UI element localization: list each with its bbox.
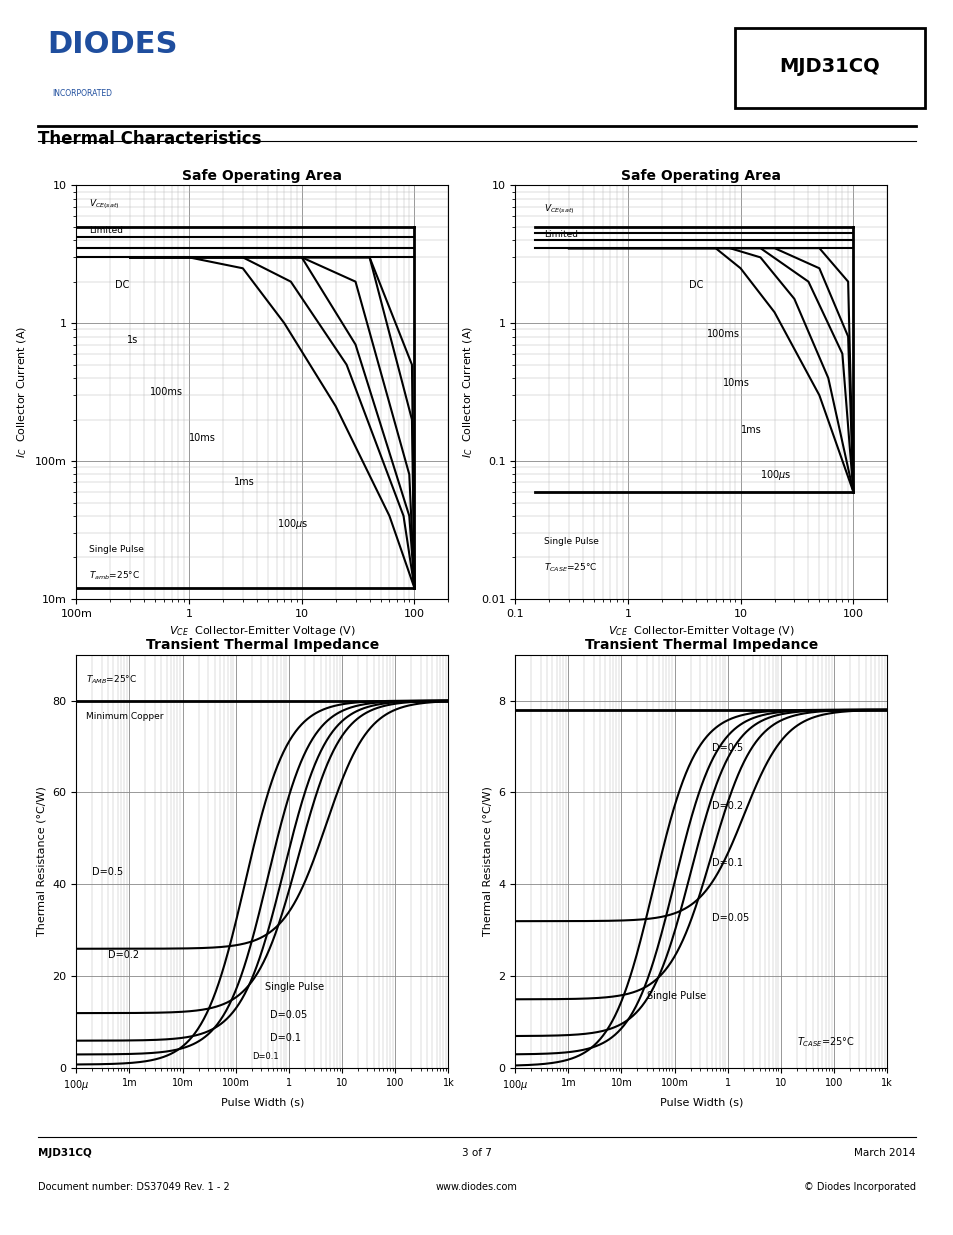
Text: 1ms: 1ms [233, 477, 254, 487]
Text: DC: DC [688, 280, 702, 290]
Text: 100ms: 100ms [706, 329, 739, 338]
Text: D=0.1: D=0.1 [271, 1032, 301, 1042]
Text: Single Pulse: Single Pulse [646, 992, 705, 1002]
FancyBboxPatch shape [734, 28, 924, 109]
Text: 1s: 1s [127, 335, 138, 345]
X-axis label: $V_{CE}$  Collector-Emitter Voltage (V): $V_{CE}$ Collector-Emitter Voltage (V) [169, 624, 355, 638]
Text: Thermal Characteristics: Thermal Characteristics [38, 131, 261, 148]
Text: Single Pulse: Single Pulse [89, 545, 144, 553]
Text: 10ms: 10ms [189, 433, 215, 443]
Text: $T_{CASE}$=25°C: $T_{CASE}$=25°C [796, 1035, 854, 1049]
Text: Single Pulse: Single Pulse [543, 537, 598, 546]
Text: D=0.2: D=0.2 [711, 800, 742, 810]
Text: D=0.5: D=0.5 [711, 743, 742, 753]
Title: Safe Operating Area: Safe Operating Area [620, 169, 781, 183]
Text: March 2014: March 2014 [854, 1149, 915, 1158]
Y-axis label: Thermal Resistance (°C/W): Thermal Resistance (°C/W) [482, 787, 493, 936]
Text: 100ms: 100ms [150, 388, 183, 398]
Title: Transient Thermal Impedance: Transient Thermal Impedance [584, 638, 817, 652]
Text: INCORPORATED: INCORPORATED [52, 89, 112, 98]
Text: $T_{AMB}$=25°C: $T_{AMB}$=25°C [86, 673, 136, 685]
X-axis label: Pulse Width (s): Pulse Width (s) [659, 1098, 742, 1108]
Y-axis label: $I_C$  Collector Current (A): $I_C$ Collector Current (A) [461, 326, 475, 458]
Title: Transient Thermal Impedance: Transient Thermal Impedance [146, 638, 378, 652]
Text: Limited: Limited [89, 226, 123, 235]
Text: www.diodes.com: www.diodes.com [436, 1182, 517, 1192]
Text: D=0.05: D=0.05 [271, 1010, 308, 1020]
Text: D=0.5: D=0.5 [92, 867, 123, 877]
Text: 10ms: 10ms [722, 378, 749, 388]
Text: D=0.1: D=0.1 [711, 858, 742, 868]
Text: $V_{CE(sat)}$: $V_{CE(sat)}$ [543, 201, 574, 216]
Title: Safe Operating Area: Safe Operating Area [182, 169, 342, 183]
Text: Document number: DS37049 Rev. 1 - 2: Document number: DS37049 Rev. 1 - 2 [38, 1182, 230, 1192]
Text: MJD31CQ: MJD31CQ [779, 57, 880, 77]
Text: D=0.1: D=0.1 [252, 1052, 278, 1061]
Text: Minimum Copper: Minimum Copper [86, 711, 163, 721]
Text: DC: DC [114, 280, 130, 290]
Text: $V_{CE(sat)}$: $V_{CE(sat)}$ [89, 198, 120, 211]
Text: 100$\mu$s: 100$\mu$s [760, 468, 791, 483]
Text: © Diodes Incorporated: © Diodes Incorporated [803, 1182, 915, 1192]
Text: $T_{amb}$=25°C: $T_{amb}$=25°C [89, 569, 140, 583]
Text: Limited: Limited [543, 230, 578, 240]
Text: MJD31CQ: MJD31CQ [38, 1149, 91, 1158]
X-axis label: $V_{CE}$  Collector-Emitter Voltage (V): $V_{CE}$ Collector-Emitter Voltage (V) [607, 624, 794, 638]
Text: D=0.2: D=0.2 [109, 950, 139, 960]
Text: 100$\mu$s: 100$\mu$s [276, 517, 308, 531]
Text: D=0.05: D=0.05 [711, 913, 748, 924]
Y-axis label: Thermal Resistance (°C/W): Thermal Resistance (°C/W) [37, 787, 47, 936]
Text: 3 of 7: 3 of 7 [461, 1149, 492, 1158]
Text: 1ms: 1ms [740, 425, 760, 435]
X-axis label: Pulse Width (s): Pulse Width (s) [220, 1098, 304, 1108]
Y-axis label: $I_C$  Collector Current (A): $I_C$ Collector Current (A) [15, 326, 30, 458]
Text: Single Pulse: Single Pulse [264, 982, 323, 992]
Text: DIODES: DIODES [48, 30, 178, 58]
Text: $T_{CASE}$=25°C: $T_{CASE}$=25°C [543, 562, 597, 574]
